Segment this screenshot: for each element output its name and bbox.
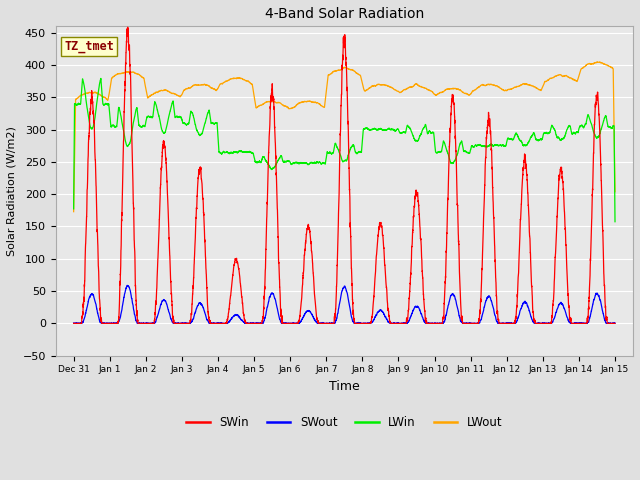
Y-axis label: Solar Radiation (W/m2): Solar Radiation (W/m2) <box>7 126 17 256</box>
Text: TZ_tmet: TZ_tmet <box>64 40 114 53</box>
X-axis label: Time: Time <box>329 380 360 393</box>
Legend: SWin, SWout, LWin, LWout: SWin, SWout, LWin, LWout <box>182 411 507 433</box>
Title: 4-Band Solar Radiation: 4-Band Solar Radiation <box>265 7 424 21</box>
